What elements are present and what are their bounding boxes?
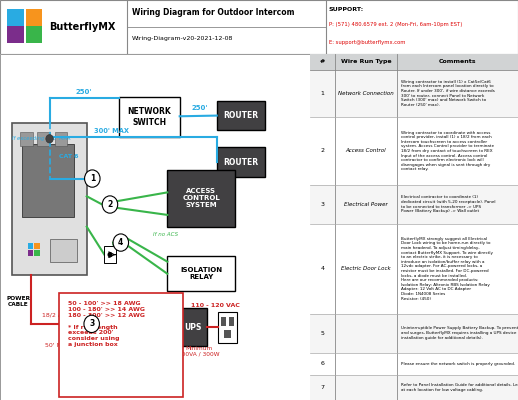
Text: UPS: UPS (184, 323, 202, 332)
Text: Network Connection: Network Connection (338, 91, 394, 96)
Text: Wiring contractor to coordinate with access
control provider, install (1) x 18/2: Wiring contractor to coordinate with acc… (401, 130, 494, 171)
Text: P: (571) 480.6579 ext. 2 (Mon-Fri, 6am-10pm EST): P: (571) 480.6579 ext. 2 (Mon-Fri, 6am-1… (329, 22, 462, 27)
Text: 2: 2 (320, 148, 324, 154)
Text: 250': 250' (76, 89, 92, 95)
Text: Minimum
600VA / 300W: Minimum 600VA / 300W (178, 346, 219, 357)
Bar (219, 312, 237, 343)
Bar (119, 97, 180, 137)
Bar (12, 123, 87, 276)
Text: ROUTER: ROUTER (223, 158, 258, 167)
Text: TRANSFORMER: TRANSFORMER (108, 321, 168, 327)
Text: If exceeding 300' MAX: If exceeding 300' MAX (12, 136, 71, 141)
Text: Electrical contractor to coordinate (1)
dedicated circuit (with 5-20 receptacle): Electrical contractor to coordinate (1) … (401, 195, 496, 213)
Text: 18/2 AWG: 18/2 AWG (42, 312, 73, 317)
Text: Uninterruptible Power Supply Battery Backup. To prevent voltage drops
and surges: Uninterruptible Power Supply Battery Bac… (401, 326, 518, 340)
Bar (26, 9, 42, 26)
Circle shape (46, 135, 53, 143)
Bar (167, 170, 235, 227)
Bar (217, 148, 265, 177)
Text: ButterflyMX strongly suggest all Electrical
Door Lock wiring to be home-run dire: ButterflyMX strongly suggest all Electri… (401, 237, 493, 300)
Circle shape (102, 196, 118, 213)
Text: 6: 6 (320, 361, 324, 366)
Bar (310, 314, 518, 352)
Text: 4: 4 (320, 266, 324, 271)
Bar (310, 352, 518, 374)
Text: Wiring contractor to install (1) x Cat5e/Cat6
from each Intercom panel location : Wiring contractor to install (1) x Cat5e… (401, 80, 495, 107)
Text: If no ACS: If no ACS (153, 232, 178, 237)
Text: 5: 5 (320, 330, 324, 336)
Bar (26, 26, 42, 44)
Text: ROUTER: ROUTER (223, 111, 258, 120)
Text: 50' MAX: 50' MAX (45, 344, 70, 348)
Text: 7: 7 (320, 385, 324, 390)
Text: 300' MAX: 300' MAX (94, 128, 129, 134)
Text: #: # (320, 59, 325, 64)
Bar (34, 250, 40, 256)
Circle shape (84, 315, 99, 332)
Bar (28, 243, 34, 249)
Circle shape (108, 252, 112, 258)
Bar (105, 246, 116, 263)
Bar (228, 317, 234, 326)
Bar (20, 132, 33, 146)
Text: Comments: Comments (439, 59, 477, 64)
Text: 4: 4 (118, 238, 123, 247)
Text: Wiring-Diagram-v20-2021-12-08: Wiring-Diagram-v20-2021-12-08 (132, 36, 234, 41)
Bar (222, 317, 226, 326)
Text: 250': 250' (192, 105, 208, 111)
Text: CAT 6: CAT 6 (59, 154, 78, 159)
Bar (22, 144, 75, 217)
Text: 110 - 120 VAC: 110 - 120 VAC (191, 303, 240, 308)
Text: Access Control: Access Control (346, 148, 386, 154)
Bar (7, 9, 24, 26)
Bar (107, 308, 169, 340)
Text: ACCESS
CONTROL
SYSTEM: ACCESS CONTROL SYSTEM (182, 188, 220, 208)
Text: Wiring Diagram for Outdoor Intercom: Wiring Diagram for Outdoor Intercom (132, 8, 295, 18)
Text: Electric Door Lock: Electric Door Lock (341, 266, 391, 271)
Text: Please ensure the network switch is properly grounded.: Please ensure the network switch is prop… (401, 362, 515, 366)
Bar (310, 185, 518, 224)
Bar (34, 243, 40, 249)
Text: 1: 1 (320, 91, 324, 96)
Bar (55, 132, 67, 146)
Circle shape (113, 234, 128, 251)
Text: Wire Run Type: Wire Run Type (341, 59, 391, 64)
Bar (179, 308, 207, 346)
Text: 1: 1 (90, 174, 95, 183)
Bar (37, 132, 50, 146)
Bar (217, 101, 265, 130)
Bar (167, 256, 235, 291)
Text: NETWORK
SWITCH: NETWORK SWITCH (127, 108, 171, 127)
Text: POWER
CABLE: POWER CABLE (6, 296, 31, 307)
Bar (7, 26, 24, 44)
Text: ButterflyMX: ButterflyMX (49, 22, 115, 32)
Bar (310, 117, 518, 185)
Text: 3: 3 (320, 202, 324, 207)
Bar (310, 54, 518, 70)
Text: ISOLATION
RELAY: ISOLATION RELAY (180, 267, 222, 280)
Circle shape (84, 170, 100, 187)
Bar (310, 374, 518, 400)
Text: SUPPORT:: SUPPORT: (329, 7, 364, 12)
Text: 50 - 100' >> 18 AWG
100 - 180' >> 14 AWG
180 - 300' >> 12 AWG

* If run length
e: 50 - 100' >> 18 AWG 100 - 180' >> 14 AWG… (68, 301, 145, 347)
Bar (224, 330, 231, 338)
Bar (310, 224, 518, 314)
Text: Refer to Panel Installation Guide for additional details. Leave 6' service loop
: Refer to Panel Installation Guide for ad… (401, 383, 518, 392)
Text: 2: 2 (107, 200, 112, 209)
Bar (50, 239, 78, 262)
Text: 3: 3 (89, 319, 94, 328)
Bar (28, 250, 34, 256)
Text: E: support@butterflymx.com: E: support@butterflymx.com (329, 40, 406, 45)
Bar (310, 70, 518, 117)
Bar (59, 293, 183, 396)
Text: Electrical Power: Electrical Power (344, 202, 388, 207)
